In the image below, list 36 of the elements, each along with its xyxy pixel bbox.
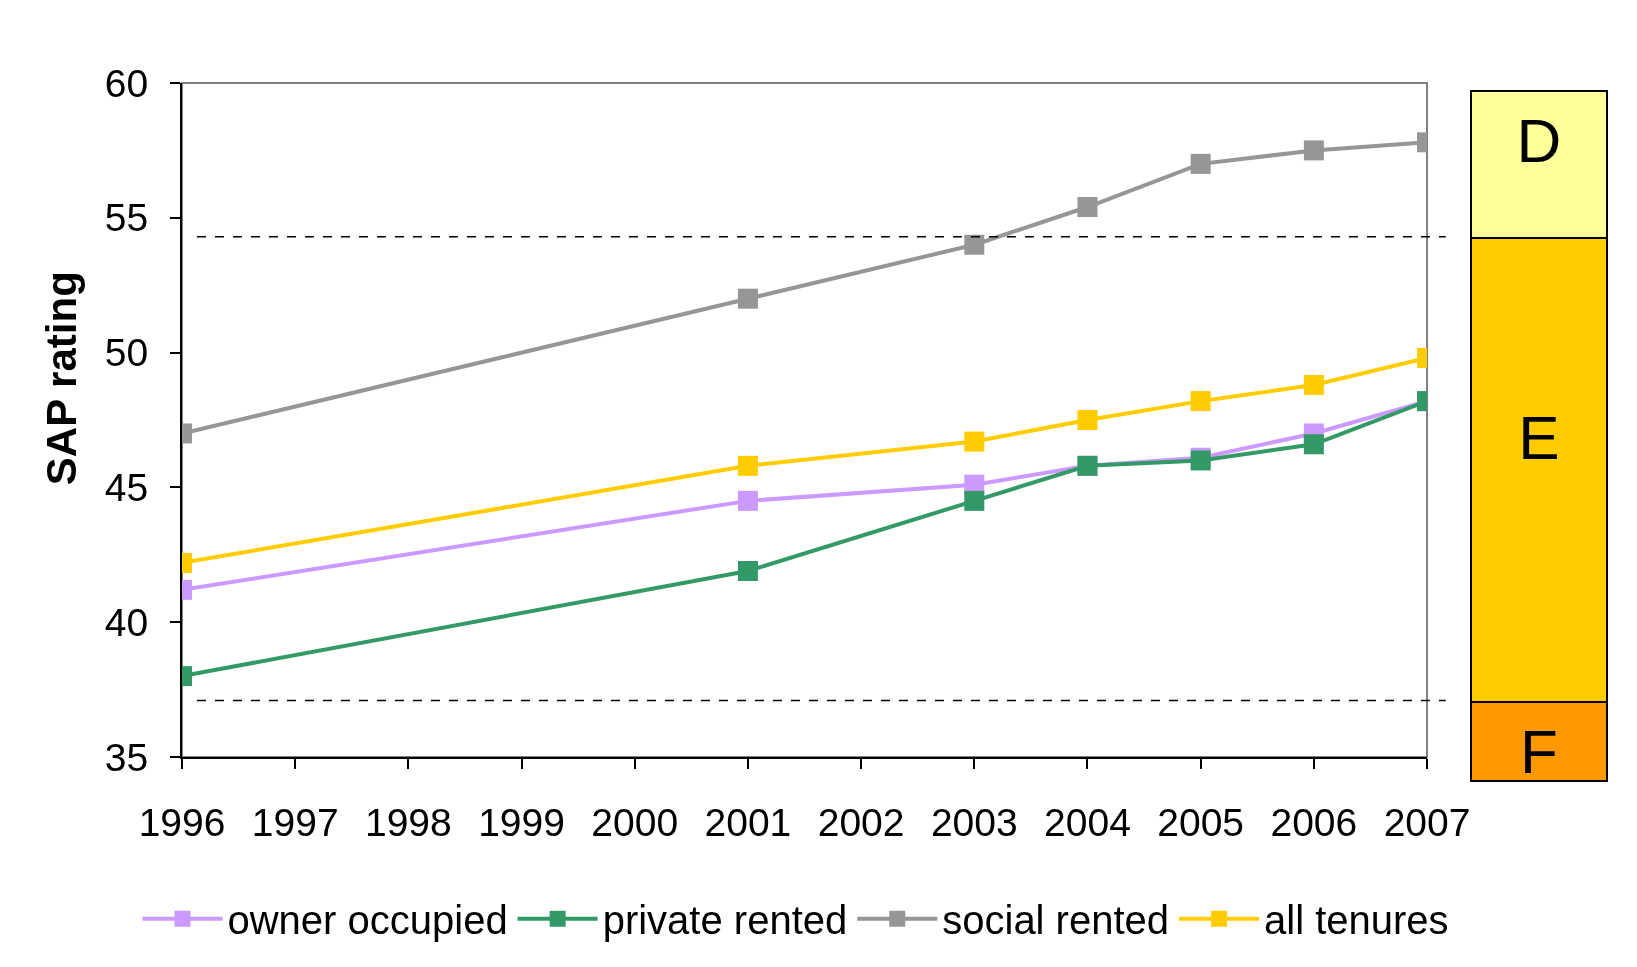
- x-tick-label: 2002: [817, 800, 905, 844]
- point: [964, 490, 985, 511]
- y-tick-label: 55: [104, 196, 149, 240]
- point: [1303, 140, 1324, 161]
- point: [1303, 374, 1324, 395]
- x-tick-label: 1997: [251, 800, 339, 844]
- x-tick-label: 2001: [704, 800, 792, 844]
- x-tick-label: 2007: [1383, 800, 1471, 844]
- y-tick-label: 40: [104, 600, 149, 644]
- y-tick-label: 60: [104, 61, 149, 105]
- x-tick-label: 1996: [138, 800, 226, 844]
- text: E: [1518, 403, 1560, 472]
- legend-label: social rented: [942, 898, 1170, 943]
- point: [1077, 410, 1098, 430]
- legend-label: private rented: [602, 898, 848, 943]
- x-tick-label: 1999: [478, 800, 565, 844]
- x-tick-label: 2005: [1157, 800, 1245, 844]
- text: D: [1516, 106, 1562, 175]
- x-tick-label: 1998: [364, 800, 452, 844]
- x-tick-label: 2004: [1044, 800, 1131, 844]
- point: [1190, 153, 1211, 174]
- point: [964, 431, 985, 452]
- point: [1190, 391, 1211, 412]
- x-tick-label: 2003: [930, 800, 1018, 844]
- y-tick-label: 35: [104, 735, 149, 779]
- legend-label: all tenures: [1264, 898, 1449, 943]
- x-tick-label: 2006: [1270, 800, 1358, 844]
- point: [1303, 434, 1324, 455]
- y-tick-label: 45: [104, 466, 149, 510]
- x-tick-label: 2000: [591, 800, 679, 844]
- y-axis-title: SAP rating: [37, 271, 85, 486]
- y-tick-label: 50: [104, 331, 149, 375]
- point: [964, 234, 985, 255]
- text: F: [1520, 717, 1558, 786]
- point: [1077, 197, 1098, 218]
- legend-label: owner occupied: [227, 898, 508, 943]
